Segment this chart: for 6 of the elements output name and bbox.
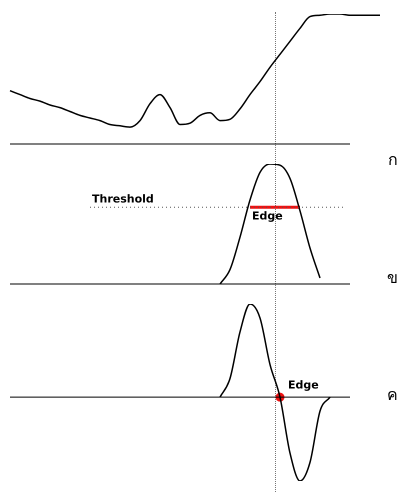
text: ข [387, 267, 398, 289]
annotation: Edge [252, 210, 283, 223]
text: ก [388, 149, 398, 171]
annotation: Edge [288, 378, 319, 392]
ref-line-label: Threshold [92, 192, 154, 206]
text: ค [387, 384, 398, 406]
